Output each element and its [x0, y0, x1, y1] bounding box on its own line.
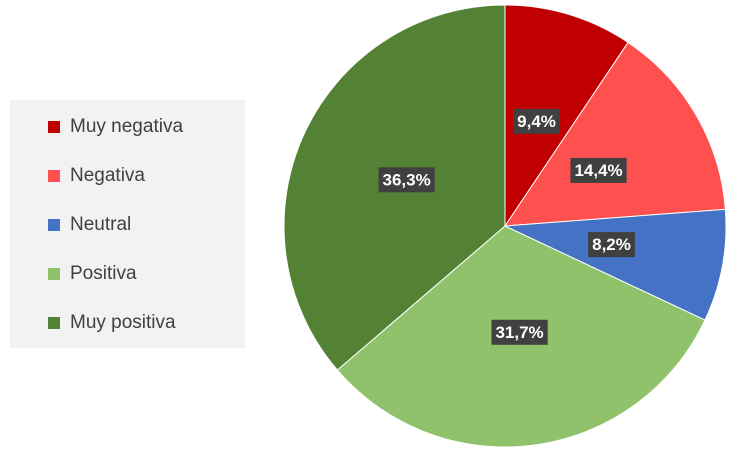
value-label-bg	[570, 157, 627, 183]
legend-label: Muy positiva	[70, 312, 176, 333]
legend-swatch	[48, 121, 60, 133]
value-label-group: 36,3%	[378, 167, 435, 193]
pie-slice	[504, 4, 629, 228]
value-label-group: 31,7%	[491, 319, 548, 345]
legend-swatch	[48, 170, 60, 182]
value-label: 31,7%	[495, 323, 543, 342]
value-label-group: 14,4%	[570, 157, 627, 183]
pie-slice	[503, 208, 727, 321]
legend-swatch	[48, 317, 60, 329]
legend-label: Positiva	[70, 263, 137, 284]
value-label: 9,4%	[517, 112, 556, 131]
legend-label: Neutral	[70, 214, 131, 235]
value-label: 8,2%	[592, 235, 631, 254]
value-label: 36,3%	[382, 170, 430, 189]
legend-swatch	[48, 219, 60, 231]
value-label-bg	[491, 319, 548, 345]
value-label-group: 9,4%	[513, 108, 560, 134]
legend-label: Negativa	[70, 165, 145, 186]
legend-label: Muy negativa	[70, 116, 183, 137]
value-label: 14,4%	[574, 161, 622, 180]
value-label-group: 8,2%	[588, 232, 635, 258]
value-label-bg	[513, 108, 560, 134]
value-label-bg	[378, 167, 435, 193]
pie-slice	[504, 41, 726, 227]
legend-swatch	[48, 268, 60, 280]
value-label-bg	[588, 232, 635, 258]
